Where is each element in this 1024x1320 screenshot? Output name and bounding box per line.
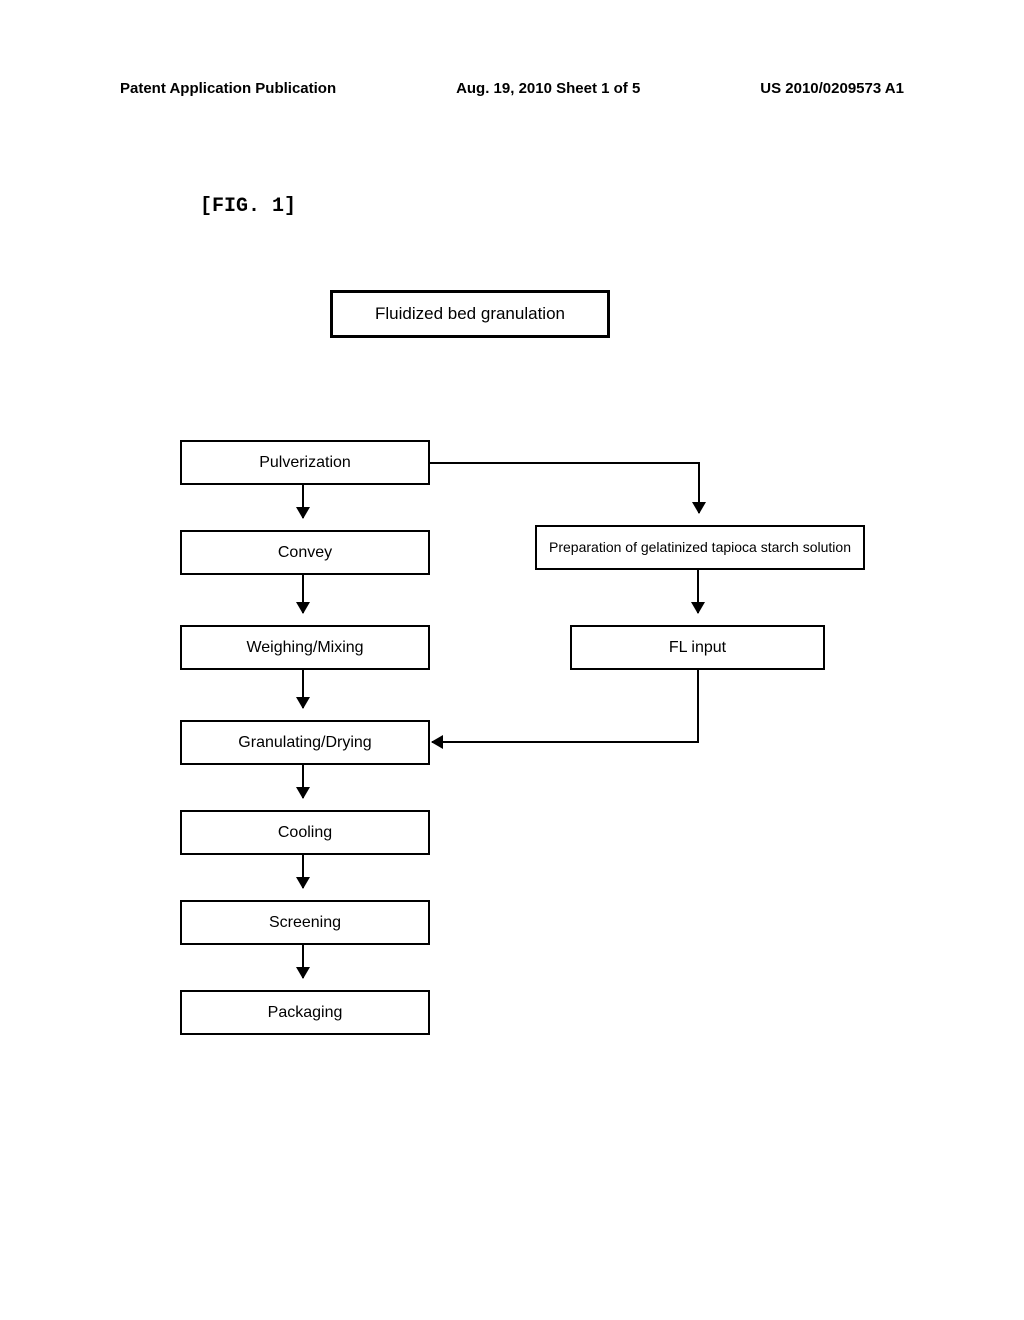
header-publication: Patent Application Publication xyxy=(120,80,336,97)
arrow-down xyxy=(302,855,304,888)
box-label: Cooling xyxy=(278,824,332,842)
box-pulverization: Pulverization xyxy=(180,440,430,485)
box-convey: Convey xyxy=(180,530,430,575)
box-label: Weighing/Mixing xyxy=(246,639,363,657)
arrow-left xyxy=(432,741,699,743)
box-label: Convey xyxy=(278,544,332,562)
box-label: Granulating/Drying xyxy=(238,734,371,752)
connector-line xyxy=(697,670,699,742)
arrow-down xyxy=(302,485,304,518)
box-fl-input: FL input xyxy=(570,625,825,670)
arrow-down xyxy=(302,945,304,978)
arrow-down xyxy=(302,765,304,798)
box-label: Packaging xyxy=(268,1004,343,1022)
box-granulating-drying: Granulating/Drying xyxy=(180,720,430,765)
header-date-sheet: Aug. 19, 2010 Sheet 1 of 5 xyxy=(456,80,640,97)
title-box: Fluidized bed granulation xyxy=(330,290,610,338)
arrow-down xyxy=(302,670,304,708)
arrow-down xyxy=(697,570,699,613)
box-weighing-mixing: Weighing/Mixing xyxy=(180,625,430,670)
header-patent-number: US 2010/0209573 A1 xyxy=(760,80,904,97)
connector-line xyxy=(430,462,700,464)
box-label: Preparation of gelatinized tapioca starc… xyxy=(549,540,851,555)
box-packaging: Packaging xyxy=(180,990,430,1035)
box-label: Screening xyxy=(269,914,341,932)
box-cooling: Cooling xyxy=(180,810,430,855)
box-label: FL input xyxy=(669,639,726,657)
arrow-down xyxy=(302,575,304,613)
arrow-down xyxy=(698,462,700,513)
title-text: Fluidized bed granulation xyxy=(375,304,565,324)
box-screening: Screening xyxy=(180,900,430,945)
box-label: Pulverization xyxy=(259,454,351,472)
box-starch-prep: Preparation of gelatinized tapioca starc… xyxy=(535,525,865,570)
figure-label: [FIG. 1] xyxy=(200,195,296,218)
